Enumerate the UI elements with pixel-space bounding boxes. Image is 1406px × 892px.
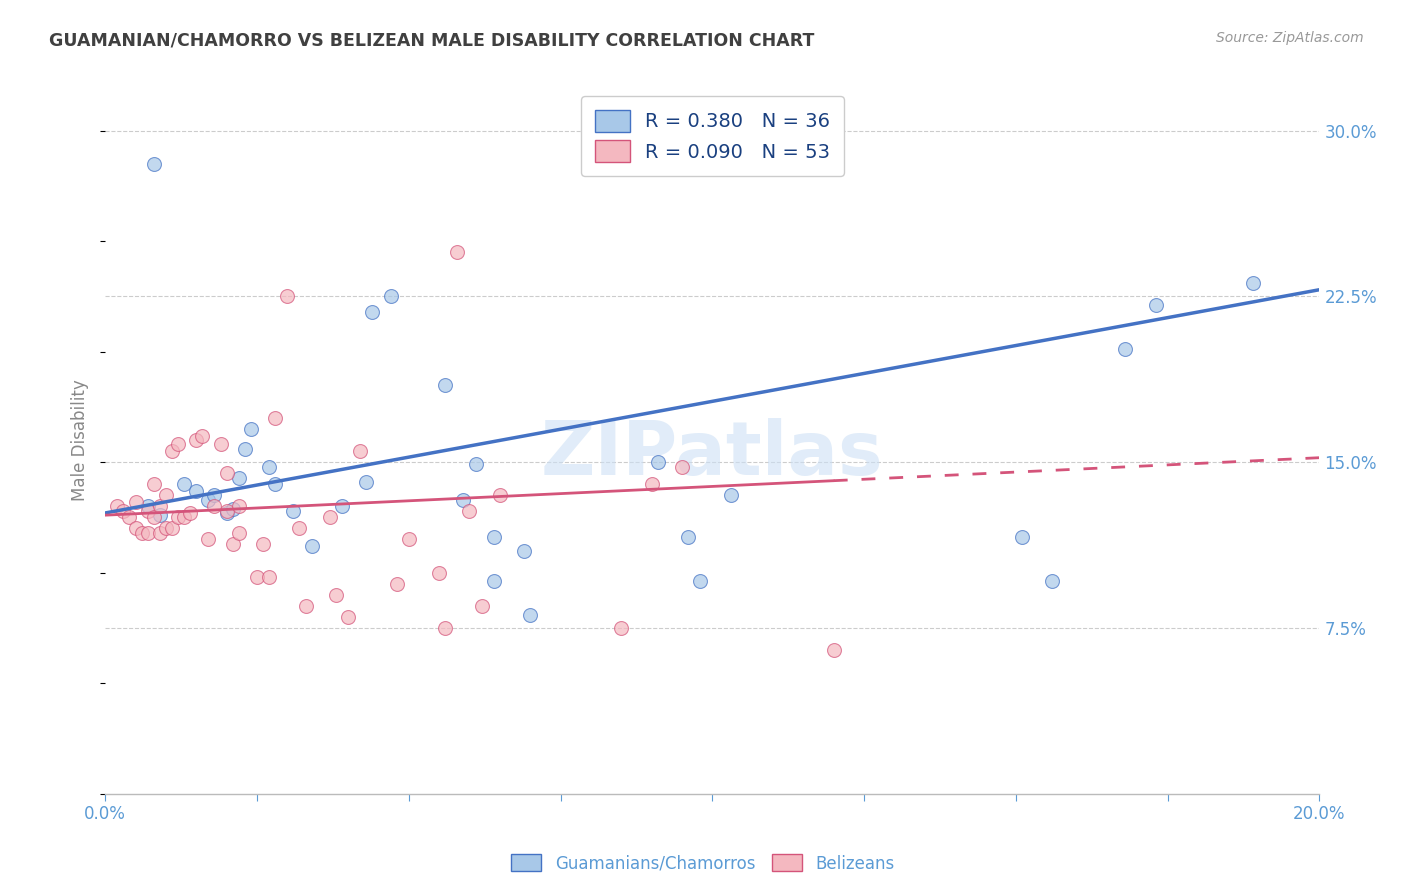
Point: [215, 504, 238, 518]
Point: [434, 621, 457, 635]
Point: [349, 444, 371, 458]
Point: [301, 539, 323, 553]
Point: [489, 488, 512, 502]
Point: [136, 500, 159, 514]
Text: GUAMANIAN/CHAMORRO VS BELIZEAN MALE DISABILITY CORRELATION CHART: GUAMANIAN/CHAMORRO VS BELIZEAN MALE DISA…: [49, 31, 814, 49]
Point: [720, 488, 742, 502]
Point: [167, 437, 190, 451]
Point: [204, 500, 226, 514]
Point: [252, 537, 274, 551]
Point: [1114, 343, 1136, 357]
Point: [385, 576, 408, 591]
Point: [464, 458, 486, 472]
Point: [142, 510, 165, 524]
Point: [288, 521, 311, 535]
Point: [239, 422, 262, 436]
Point: [204, 488, 226, 502]
Point: [361, 305, 384, 319]
Point: [142, 157, 165, 171]
Point: [197, 492, 219, 507]
Point: [215, 506, 238, 520]
Point: [398, 533, 420, 547]
Point: [228, 525, 250, 540]
Point: [136, 504, 159, 518]
Point: [142, 477, 165, 491]
Text: Source: ZipAtlas.com: Source: ZipAtlas.com: [1216, 31, 1364, 45]
Y-axis label: Male Disability: Male Disability: [72, 379, 89, 501]
Point: [325, 588, 347, 602]
Point: [186, 433, 208, 447]
Point: [209, 437, 232, 451]
Point: [179, 506, 201, 520]
Point: [294, 599, 316, 613]
Point: [319, 510, 342, 524]
Point: [228, 500, 250, 514]
Point: [453, 492, 475, 507]
Point: [118, 510, 141, 524]
Point: [1241, 276, 1264, 290]
Point: [264, 477, 287, 491]
Point: [1040, 574, 1063, 589]
Point: [160, 521, 183, 535]
Point: [167, 510, 190, 524]
Point: [458, 504, 481, 518]
Point: [446, 245, 468, 260]
Point: [149, 500, 172, 514]
Point: [1011, 530, 1033, 544]
Point: [222, 501, 245, 516]
Point: [482, 574, 505, 589]
Point: [640, 477, 662, 491]
Legend: R = 0.380   N = 36, R = 0.090   N = 53: R = 0.380 N = 36, R = 0.090 N = 53: [581, 96, 844, 176]
Point: [160, 444, 183, 458]
Point: [228, 470, 250, 484]
Point: [513, 543, 536, 558]
Point: [173, 510, 195, 524]
Point: [149, 525, 172, 540]
Point: [276, 289, 298, 303]
Point: [482, 530, 505, 544]
Point: [149, 508, 172, 523]
Point: [197, 533, 219, 547]
Point: [1144, 298, 1167, 312]
Point: [264, 411, 287, 425]
Point: [356, 475, 378, 489]
Point: [427, 566, 450, 580]
Point: [647, 455, 669, 469]
Point: [191, 428, 214, 442]
Point: [337, 610, 360, 624]
Point: [173, 477, 195, 491]
Point: [215, 466, 238, 480]
Point: [124, 521, 146, 535]
Text: ZIPatlas: ZIPatlas: [541, 417, 883, 491]
Point: [610, 621, 633, 635]
Point: [136, 525, 159, 540]
Point: [676, 530, 699, 544]
Legend: Guamanians/Chamorros, Belizeans: Guamanians/Chamorros, Belizeans: [505, 847, 901, 880]
Point: [330, 500, 353, 514]
Point: [246, 570, 269, 584]
Point: [124, 495, 146, 509]
Point: [257, 570, 280, 584]
Point: [671, 459, 693, 474]
Point: [155, 488, 177, 502]
Point: [519, 607, 541, 622]
Point: [689, 574, 711, 589]
Point: [823, 643, 845, 657]
Point: [434, 377, 457, 392]
Point: [131, 525, 153, 540]
Point: [105, 500, 128, 514]
Point: [283, 504, 305, 518]
Point: [380, 289, 402, 303]
Point: [257, 459, 280, 474]
Point: [155, 521, 177, 535]
Point: [233, 442, 256, 456]
Point: [186, 483, 208, 498]
Point: [222, 537, 245, 551]
Point: [471, 599, 494, 613]
Point: [112, 504, 135, 518]
